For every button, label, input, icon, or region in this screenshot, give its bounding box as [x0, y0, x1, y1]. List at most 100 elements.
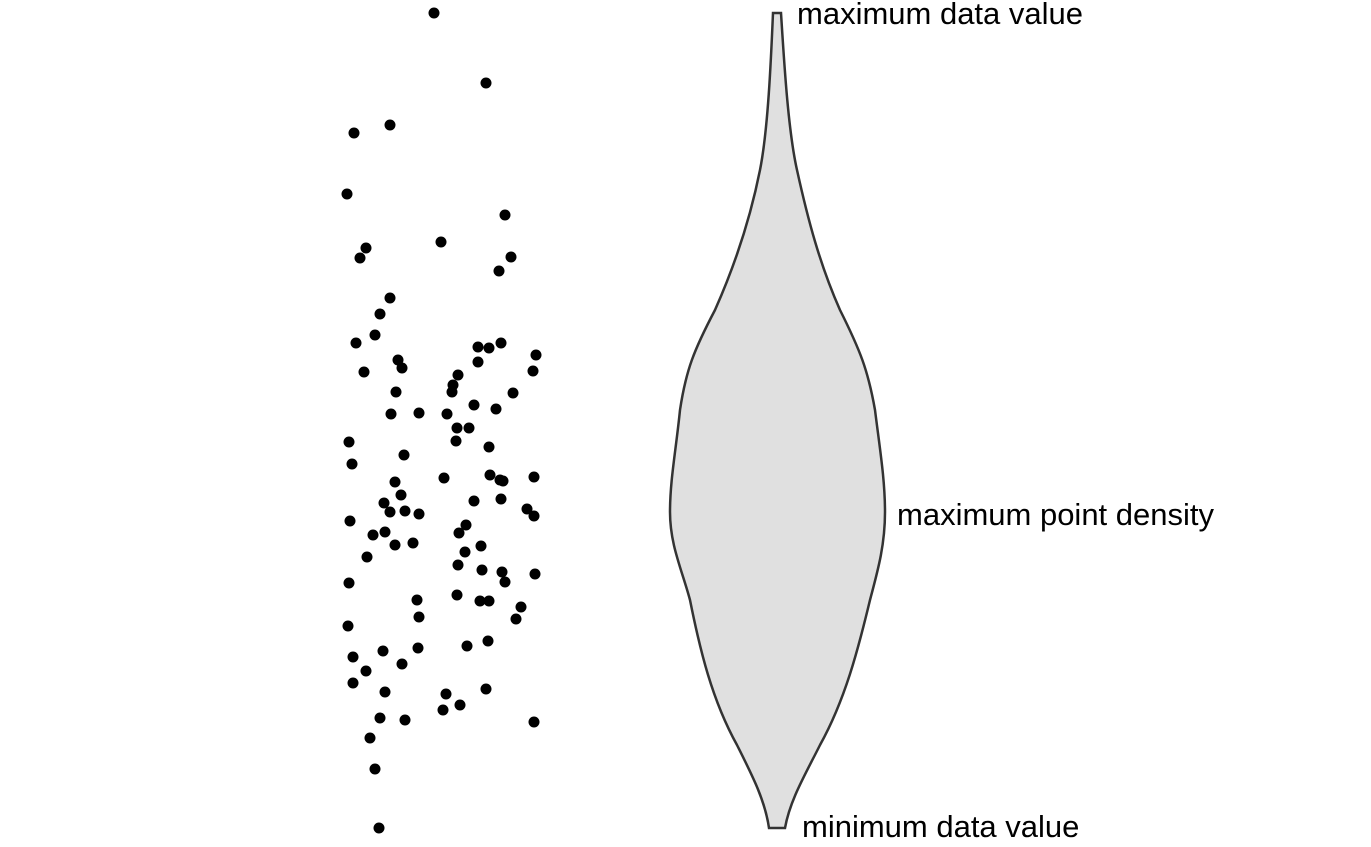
point	[413, 508, 425, 520]
point	[475, 540, 487, 552]
point	[398, 449, 410, 461]
point	[505, 251, 517, 263]
point	[411, 594, 423, 606]
point	[412, 642, 424, 654]
point	[373, 822, 385, 834]
point	[510, 613, 522, 625]
point	[360, 665, 372, 677]
point	[385, 408, 397, 420]
point	[441, 408, 453, 420]
point	[395, 489, 407, 501]
max-density-label: maximum point density	[897, 497, 1215, 532]
point	[521, 503, 533, 515]
point	[446, 386, 458, 398]
point	[348, 127, 360, 139]
point	[360, 242, 372, 254]
point	[369, 763, 381, 775]
point	[484, 469, 496, 481]
point	[364, 732, 376, 744]
point	[452, 559, 464, 571]
point	[496, 566, 508, 578]
point	[453, 527, 465, 539]
point	[530, 349, 542, 361]
violin	[668, 11, 887, 830]
point	[483, 342, 495, 354]
point	[454, 699, 466, 711]
point	[480, 77, 492, 89]
point	[528, 716, 540, 728]
point	[389, 539, 401, 551]
point	[493, 265, 505, 277]
point	[435, 236, 447, 248]
point	[482, 635, 494, 647]
point	[468, 399, 480, 411]
point	[499, 576, 511, 588]
point	[450, 435, 462, 447]
point	[396, 658, 408, 670]
point	[367, 529, 379, 541]
point	[407, 537, 419, 549]
point	[463, 422, 475, 434]
point	[342, 620, 354, 632]
point	[347, 651, 359, 663]
point	[354, 252, 366, 264]
point	[396, 362, 408, 374]
point	[490, 403, 502, 415]
point	[413, 611, 425, 623]
point	[499, 209, 511, 221]
point	[460, 519, 472, 531]
point	[527, 365, 539, 377]
point	[361, 551, 373, 563]
point	[347, 677, 359, 689]
point	[529, 568, 541, 580]
point	[451, 589, 463, 601]
point	[379, 526, 391, 538]
point	[528, 510, 540, 522]
point	[515, 601, 527, 613]
point	[341, 188, 353, 200]
point	[468, 495, 480, 507]
point	[476, 564, 488, 576]
point	[461, 640, 473, 652]
point	[346, 458, 358, 470]
point	[495, 493, 507, 505]
point	[428, 7, 440, 19]
point	[452, 369, 464, 381]
point	[378, 497, 390, 509]
point	[459, 546, 471, 558]
point	[369, 329, 381, 341]
strip-points	[341, 7, 542, 834]
point	[399, 505, 411, 517]
point	[437, 704, 449, 716]
point	[413, 407, 425, 419]
point	[507, 387, 519, 399]
point	[377, 645, 389, 657]
point	[374, 308, 386, 320]
point	[358, 366, 370, 378]
point	[379, 686, 391, 698]
point	[350, 337, 362, 349]
min-value-label: minimum data value	[802, 809, 1079, 844]
point	[343, 577, 355, 589]
point	[483, 595, 495, 607]
point	[472, 341, 484, 353]
point	[474, 595, 486, 607]
point	[343, 436, 355, 448]
point	[384, 119, 396, 131]
point	[389, 476, 401, 488]
point	[472, 356, 484, 368]
point	[399, 714, 411, 726]
point	[495, 337, 507, 349]
point	[384, 506, 396, 518]
point	[528, 471, 540, 483]
point	[344, 515, 356, 527]
max-value-label: maximum data value	[797, 0, 1083, 31]
point	[390, 386, 402, 398]
point	[451, 422, 463, 434]
point	[483, 441, 495, 453]
point	[384, 292, 396, 304]
point	[438, 472, 450, 484]
point	[497, 475, 509, 487]
point	[480, 683, 492, 695]
